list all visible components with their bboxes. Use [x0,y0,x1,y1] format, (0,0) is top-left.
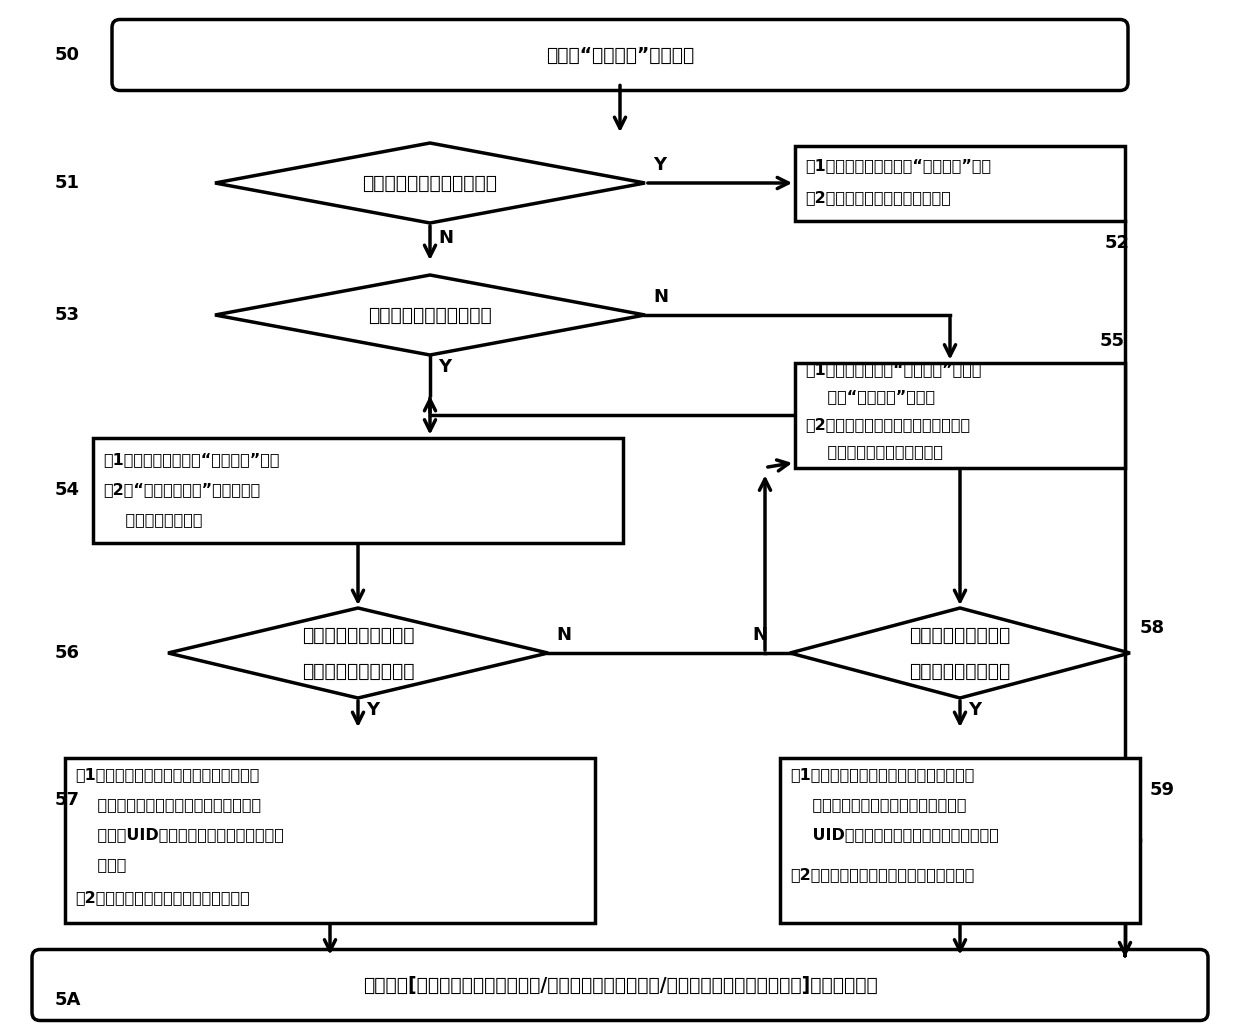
Text: （1）检查数码灭火弹点火作业现场，记录: （1）检查数码灭火弹点火作业现场，记录 [74,768,259,782]
Text: （2）未点火数码灭火弹进行异常处理。: （2）未点火数码灭火弹进行异常处理。 [74,890,249,906]
Text: 53: 53 [55,306,81,324]
FancyBboxPatch shape [112,20,1128,91]
Text: 烟花完成点火燃放？: 烟花完成点火燃放？ [909,662,1011,680]
FancyBboxPatch shape [32,950,1208,1021]
Text: （1）检查数码烟花燃放现场，记录并存储: （1）检查数码烟花燃放现场，记录并存储 [790,768,975,782]
Text: Y: Y [366,701,379,719]
Text: 54: 54 [55,481,81,499]
Text: 58: 58 [1140,619,1166,637]
Polygon shape [215,143,645,223]
Text: 灭火弹UID等；据需上传信息到监管平台: 灭火弹UID等；据需上传信息到监管平台 [74,827,284,843]
Text: Y: Y [438,358,451,376]
Bar [780,757,1140,923]
Text: 51: 51 [55,174,81,192]
Text: 5A: 5A [55,991,82,1009]
Text: （1）数码灭火弹启动“直接点火”信号: （1）数码灭火弹启动“直接点火”信号 [103,453,279,467]
Text: 备案。: 备案。 [74,857,126,873]
Bar [64,757,595,923]
Text: 52: 52 [1105,234,1130,251]
Text: 点火装置是数码灭火弹？: 点火装置是数码灭火弹？ [368,306,492,324]
Text: 59: 59 [1149,781,1176,799]
Text: 点火装置[数码灭火弹（灭火现场）/数码烟花（烟花燃放）/微型无人战机（空中射击）]完成点火作业: 点火装置[数码灭火弹（灭火现场）/数码烟花（烟花燃放）/微型无人战机（空中射击）… [362,975,878,994]
Text: （2）“发射或手投掷”数码灭火弹: （2）“发射或手投掷”数码灭火弹 [103,483,260,497]
Text: 到目标灭火区域；: 到目标灭火区域； [103,512,202,528]
Text: （2）未能燃放的数码烟花进行异常处理。: （2）未能燃放的数码烟花进行异常处理。 [790,867,975,883]
Text: 50: 50 [55,46,81,64]
Text: （2）火药爆炸推动子弹射向目标: （2）火药爆炸推动子弹射向目标 [805,190,951,206]
Text: （1）数码烟花执行“正常点火”指令或: （1）数码烟花执行“正常点火”指令或 [805,362,982,378]
Bar [93,437,622,542]
Polygon shape [215,275,645,355]
Text: 并存储灭火位置信息、时间、实际数码: 并存储灭火位置信息、时间、实际数码 [74,797,262,813]
Text: N: N [556,626,570,644]
Text: 现场所有注册的数码: 现场所有注册的数码 [909,626,1011,644]
Text: N: N [751,626,768,644]
Text: 燃放位置信息、时间、实际数码烟花: 燃放位置信息、时间、实际数码烟花 [790,797,966,813]
Text: Y: Y [968,701,981,719]
Text: 点火装置是微型无人战机？: 点火装置是微型无人战机？ [362,174,497,192]
Text: 已完成“点火装置”在线充电: 已完成“点火装置”在线充电 [546,45,694,65]
Bar [795,145,1125,220]
Polygon shape [167,608,548,698]
Text: UID等，据需上传信息到监管平台备案。: UID等，据需上传信息到监管平台备案。 [790,827,999,843]
Text: N: N [653,288,668,306]
Text: 56: 56 [55,644,81,662]
Text: Y: Y [653,156,666,174]
Text: 57: 57 [55,791,81,809]
Text: N: N [438,229,453,247]
Text: 启动“直接点火”信号；: 启动“直接点火”信号； [805,390,935,404]
Text: 火弹完成发射或投掷？: 火弹完成发射或投掷？ [301,662,414,680]
Text: （1）微型无人战机启动“直接点火”信号: （1）微型无人战机启动“直接点火”信号 [805,158,991,174]
Text: 现场所有注册的数码灭: 现场所有注册的数码灭 [301,626,414,644]
Bar [795,362,1125,467]
Text: 55: 55 [1100,331,1125,350]
Text: （2）数码烟花升空，计时延时值时间: （2）数码烟花升空，计时延时值时间 [805,418,970,432]
Polygon shape [790,608,1130,698]
Text: 到，点燃烟花释放出焰火；: 到，点燃烟花释放出焰火； [805,445,942,460]
